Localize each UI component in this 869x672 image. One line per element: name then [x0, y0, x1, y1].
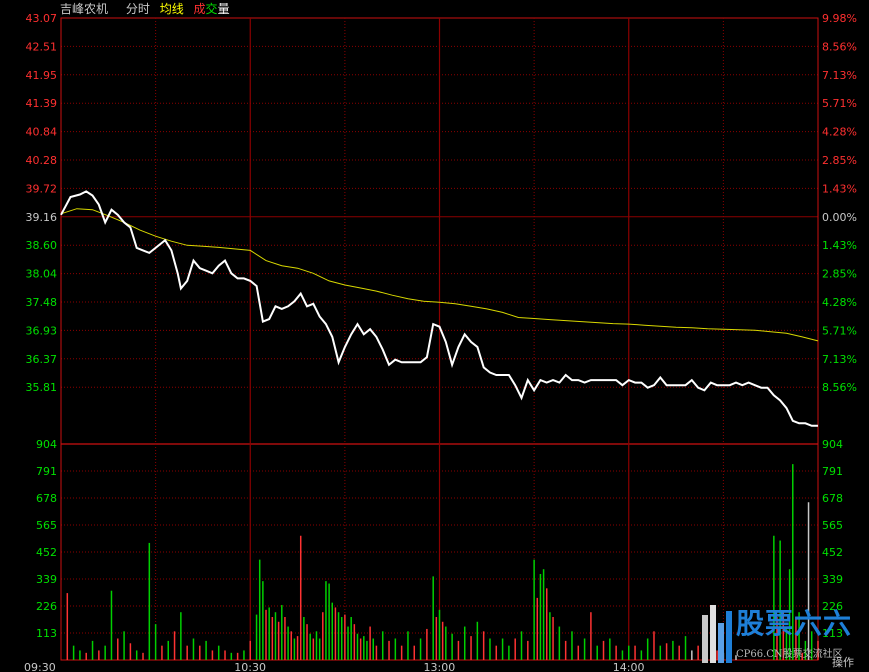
left-volume-label: 791: [36, 465, 57, 478]
left-price-label: 40.84: [26, 126, 58, 139]
right-volume-label: 339: [822, 573, 843, 586]
left-volume-label: 452: [36, 546, 57, 559]
right-percent-label: 8.56%: [822, 40, 857, 53]
average-price-line: [60, 208, 819, 342]
right-percent-label: 2.85%: [822, 154, 857, 167]
right-percent-label: 1.43%: [822, 239, 857, 252]
right-percent-label: 5.71%: [822, 324, 857, 337]
right-percent-label: 1.43%: [822, 182, 857, 195]
left-price-label: 41.95: [26, 69, 58, 82]
right-percent-label: 2.85%: [822, 268, 857, 281]
mode-label[interactable]: 分时: [125, 2, 150, 16]
vol-legend: 成交量: [193, 2, 230, 16]
left-price-label: 36.37: [26, 353, 58, 366]
left-price-label: 35.81: [26, 381, 58, 394]
chart-header: 吉峰农机 分时 均线 成交量: [60, 1, 230, 17]
right-percent-label: 4.28%: [822, 296, 857, 309]
left-volume-label: 339: [36, 573, 57, 586]
volume-bars: [66, 464, 819, 660]
avg-legend: 均线: [159, 2, 184, 16]
right-percent-label: 0.00%: [822, 211, 857, 224]
right-volume-label: 904: [822, 438, 843, 451]
right-volume-label: 791: [822, 465, 843, 478]
right-percent-axis: 9.98% 8.56% 7.13% 5.71% 4.28% 2.85% 1.43% 0.00%…: [822, 12, 857, 640]
left-price-label: 43.07: [26, 12, 58, 25]
left-price-label: 41.39: [26, 97, 58, 110]
left-volume-label: 226: [36, 600, 57, 613]
left-price-label: 37.48: [26, 296, 58, 309]
left-volume-label: 678: [36, 492, 57, 505]
left-price-label: 36.93: [26, 324, 58, 337]
time-label: 13:00: [424, 661, 456, 672]
right-volume-label: 226: [822, 600, 843, 613]
watermark-text: 股票六六: [736, 607, 853, 640]
right-percent-label: 7.13%: [822, 69, 857, 82]
watermark-logo-bars: [702, 605, 734, 663]
stock-name[interactable]: 吉峰农机: [60, 2, 109, 16]
right-volume-label: 565: [822, 519, 843, 532]
left-price-label: 38.04: [26, 268, 58, 281]
left-price-label: 40.28: [26, 154, 58, 167]
chart-grid: [60, 17, 819, 661]
left-price-axis: 43.07 42.51 41.95 41.39 40.84 40.28 39.72 39.16…: [26, 12, 58, 640]
left-volume-label: 565: [36, 519, 57, 532]
right-volume-label: 113: [822, 627, 843, 640]
right-volume-label: 452: [822, 546, 843, 559]
right-percent-label: 4.28%: [822, 126, 857, 139]
time-label: 14:00: [613, 661, 645, 672]
watermark-subtext: CP66.CN股票交流社区: [736, 649, 843, 660]
right-percent-label: 9.98%: [822, 12, 857, 25]
right-volume-label: 678: [822, 492, 843, 505]
right-percent-label: 5.71%: [822, 97, 857, 110]
left-volume-label: 904: [36, 438, 57, 451]
time-label: 10:30: [234, 661, 266, 672]
right-percent-label: 8.56%: [822, 381, 857, 394]
corner-action-label[interactable]: 操作: [832, 656, 854, 669]
left-volume-label: 113: [36, 627, 57, 640]
left-price-label: 39.16: [26, 211, 58, 224]
time-label: 09:30: [24, 661, 56, 672]
watermark: 股票六六 CP66.CN股票交流社区: [702, 605, 862, 665]
price-line: [60, 190, 818, 427]
right-percent-label: 7.13%: [822, 353, 857, 366]
time-axis: 09:30 10:30 13:00 14:00: [24, 661, 644, 672]
left-price-label: 42.51: [26, 40, 58, 53]
left-price-label: 38.60: [26, 239, 58, 252]
left-price-label: 39.72: [26, 182, 58, 195]
